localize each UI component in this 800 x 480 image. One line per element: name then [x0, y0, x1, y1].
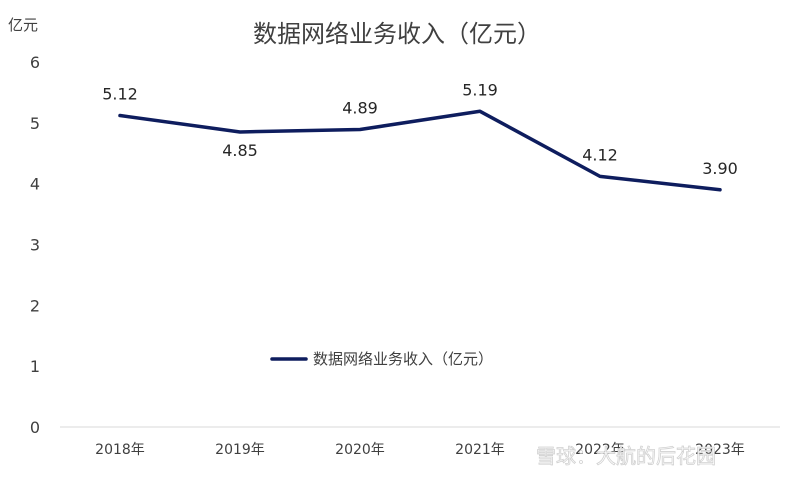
data-label: 4.85: [222, 141, 258, 160]
x-tick-label: 2021年: [455, 442, 505, 458]
x-axis-ticks: 2018年 2019年 2020年 2021年 2022年 2023年: [95, 442, 745, 458]
legend-label: 数据网络业务收入（亿元）: [313, 350, 493, 368]
data-labels: 5.12 4.85 4.89 5.19 4.12 3.90: [102, 80, 738, 177]
data-label: 4.12: [582, 145, 618, 164]
y-tick-label: 0: [30, 418, 40, 437]
y-axis-unit-label: 亿元: [8, 16, 38, 34]
x-tick-label: 2023年: [695, 442, 745, 458]
legend: 数据网络业务收入（亿元）: [270, 350, 493, 368]
x-tick-label: 2020年: [335, 442, 385, 458]
watermark: 雪球：大航的后花园: [536, 444, 716, 468]
data-label: 5.19: [462, 80, 498, 99]
data-label: 5.12: [102, 85, 138, 104]
x-tick-label: 2019年: [215, 442, 265, 458]
chart-title: 数据网络业务收入（亿元）: [253, 20, 541, 48]
x-tick-label: 2018年: [95, 442, 145, 458]
y-tick-label: 5: [30, 114, 40, 133]
data-label: 4.89: [342, 99, 378, 118]
y-tick-label: 3: [30, 236, 40, 255]
y-tick-label: 6: [30, 53, 40, 72]
y-tick-label: 1: [30, 357, 40, 376]
y-tick-label: 2: [30, 296, 40, 315]
x-tick-label: 2022年: [575, 442, 625, 458]
series-line: [118, 109, 722, 192]
data-label: 3.90: [702, 159, 738, 178]
y-tick-label: 4: [30, 175, 40, 194]
y-axis-ticks: 0 1 2 3 4 5 6: [30, 53, 40, 437]
